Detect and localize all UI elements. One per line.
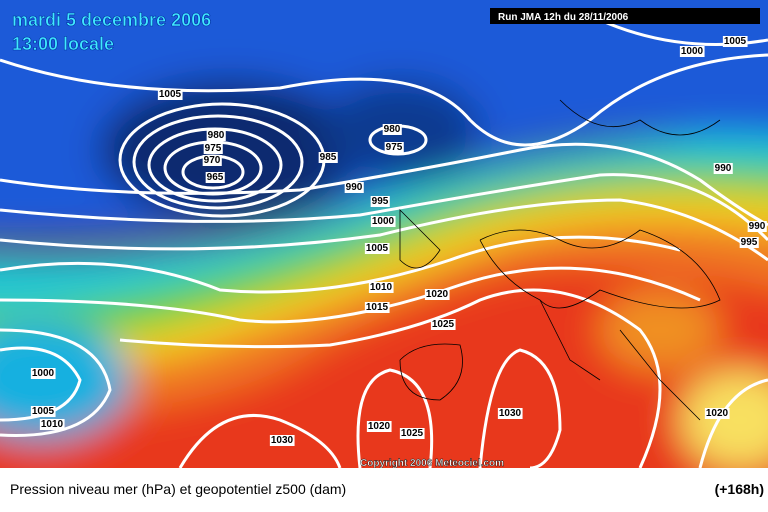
isobar-label: 1025 bbox=[401, 428, 424, 439]
label-bg bbox=[370, 216, 396, 227]
isobar-label: 995 bbox=[741, 237, 758, 248]
label-bg bbox=[344, 182, 364, 193]
isobar-label: 1000 bbox=[372, 216, 395, 227]
isobar-label: 990 bbox=[346, 182, 363, 193]
isobar-label: 1020 bbox=[706, 408, 729, 419]
isobar-label: 995 bbox=[372, 196, 389, 207]
isobar-label: 1005 bbox=[366, 243, 389, 254]
label-bg bbox=[203, 143, 223, 154]
isobar-label: 1030 bbox=[499, 408, 522, 419]
label-bg bbox=[39, 419, 65, 430]
isobar-label: 1030 bbox=[271, 435, 294, 446]
isobar-label: 1010 bbox=[370, 282, 393, 293]
caption: Pression niveau mer (hPa) et geopotentie… bbox=[10, 481, 346, 497]
isobar-label: 965 bbox=[207, 172, 224, 183]
isobar-label: 980 bbox=[208, 130, 225, 141]
label-bg bbox=[30, 368, 56, 379]
copyright: Copyright 2006 Meteociel.com bbox=[360, 458, 504, 469]
label-bg bbox=[399, 428, 425, 439]
isobar-label: 1000 bbox=[32, 368, 55, 379]
isobar-label: 985 bbox=[320, 152, 337, 163]
isobar-label: 1005 bbox=[159, 89, 182, 100]
label-bg bbox=[368, 282, 394, 293]
label-bg bbox=[704, 408, 730, 419]
date: mardi 5 decembre 2006 bbox=[12, 10, 211, 30]
label-bg bbox=[269, 435, 295, 446]
label-bg bbox=[318, 152, 338, 163]
label-bg bbox=[30, 406, 56, 417]
isobar-label: 975 bbox=[205, 143, 222, 154]
isobar-label: 970 bbox=[204, 155, 221, 166]
label-bg bbox=[713, 163, 733, 174]
isobar-label: 990 bbox=[715, 163, 732, 174]
label-bg bbox=[206, 130, 226, 141]
coastlines bbox=[399, 99, 721, 421]
label-bg bbox=[382, 124, 402, 135]
label-bg bbox=[430, 319, 456, 330]
isobar-label: 1020 bbox=[368, 421, 391, 432]
label-bg bbox=[364, 302, 390, 313]
isobar-label: 1020 bbox=[426, 289, 449, 300]
time: 13:00 locale bbox=[12, 34, 114, 54]
isobar-labels: 1005100010059809759809759709659859909951… bbox=[30, 36, 767, 446]
label-bg bbox=[370, 196, 390, 207]
isobar-label: 990 bbox=[749, 221, 766, 232]
label-bg bbox=[747, 221, 767, 232]
label-bg bbox=[739, 237, 759, 248]
isobar-label: 1025 bbox=[432, 319, 455, 330]
isobar-label: 1000 bbox=[681, 46, 704, 57]
label-bg bbox=[202, 155, 222, 166]
label-bg bbox=[424, 289, 450, 300]
isobar-label: 1005 bbox=[724, 36, 747, 47]
label-bg bbox=[497, 408, 523, 419]
label-bg bbox=[364, 243, 390, 254]
lead-time: (+168h) bbox=[715, 481, 764, 497]
isobar-label: 1005 bbox=[32, 406, 55, 417]
label-bg bbox=[366, 421, 392, 432]
isobar-label: 980 bbox=[384, 124, 401, 135]
isobar-label: 1015 bbox=[366, 302, 389, 313]
label-bg bbox=[157, 89, 183, 100]
run-info: Run JMA 12h du 28/11/2006 bbox=[498, 12, 629, 23]
label-bg bbox=[384, 142, 404, 153]
isobar-label: 1010 bbox=[41, 419, 64, 430]
label-bg bbox=[722, 36, 748, 47]
label-bg bbox=[679, 46, 705, 57]
label-bg bbox=[205, 172, 225, 183]
isobars bbox=[0, 18, 768, 468]
isobar-label: 975 bbox=[386, 142, 403, 153]
